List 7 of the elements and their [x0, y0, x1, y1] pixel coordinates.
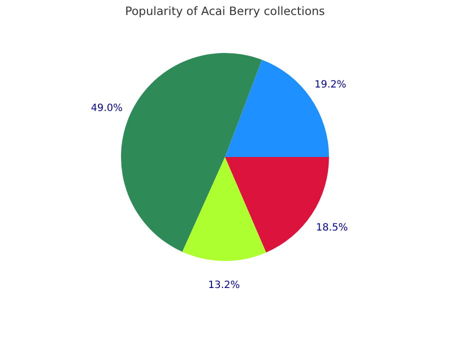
pie-slice — [121, 53, 262, 252]
pie-slice — [182, 157, 266, 261]
data-label: 18.5% — [316, 222, 348, 234]
data-label: 19.2% — [314, 79, 346, 90]
data-label: 13.2% — [208, 280, 240, 291]
chart-title: Popularity of Acai Berry collections — [125, 4, 325, 18]
data-label: 49.0% — [90, 102, 123, 114]
